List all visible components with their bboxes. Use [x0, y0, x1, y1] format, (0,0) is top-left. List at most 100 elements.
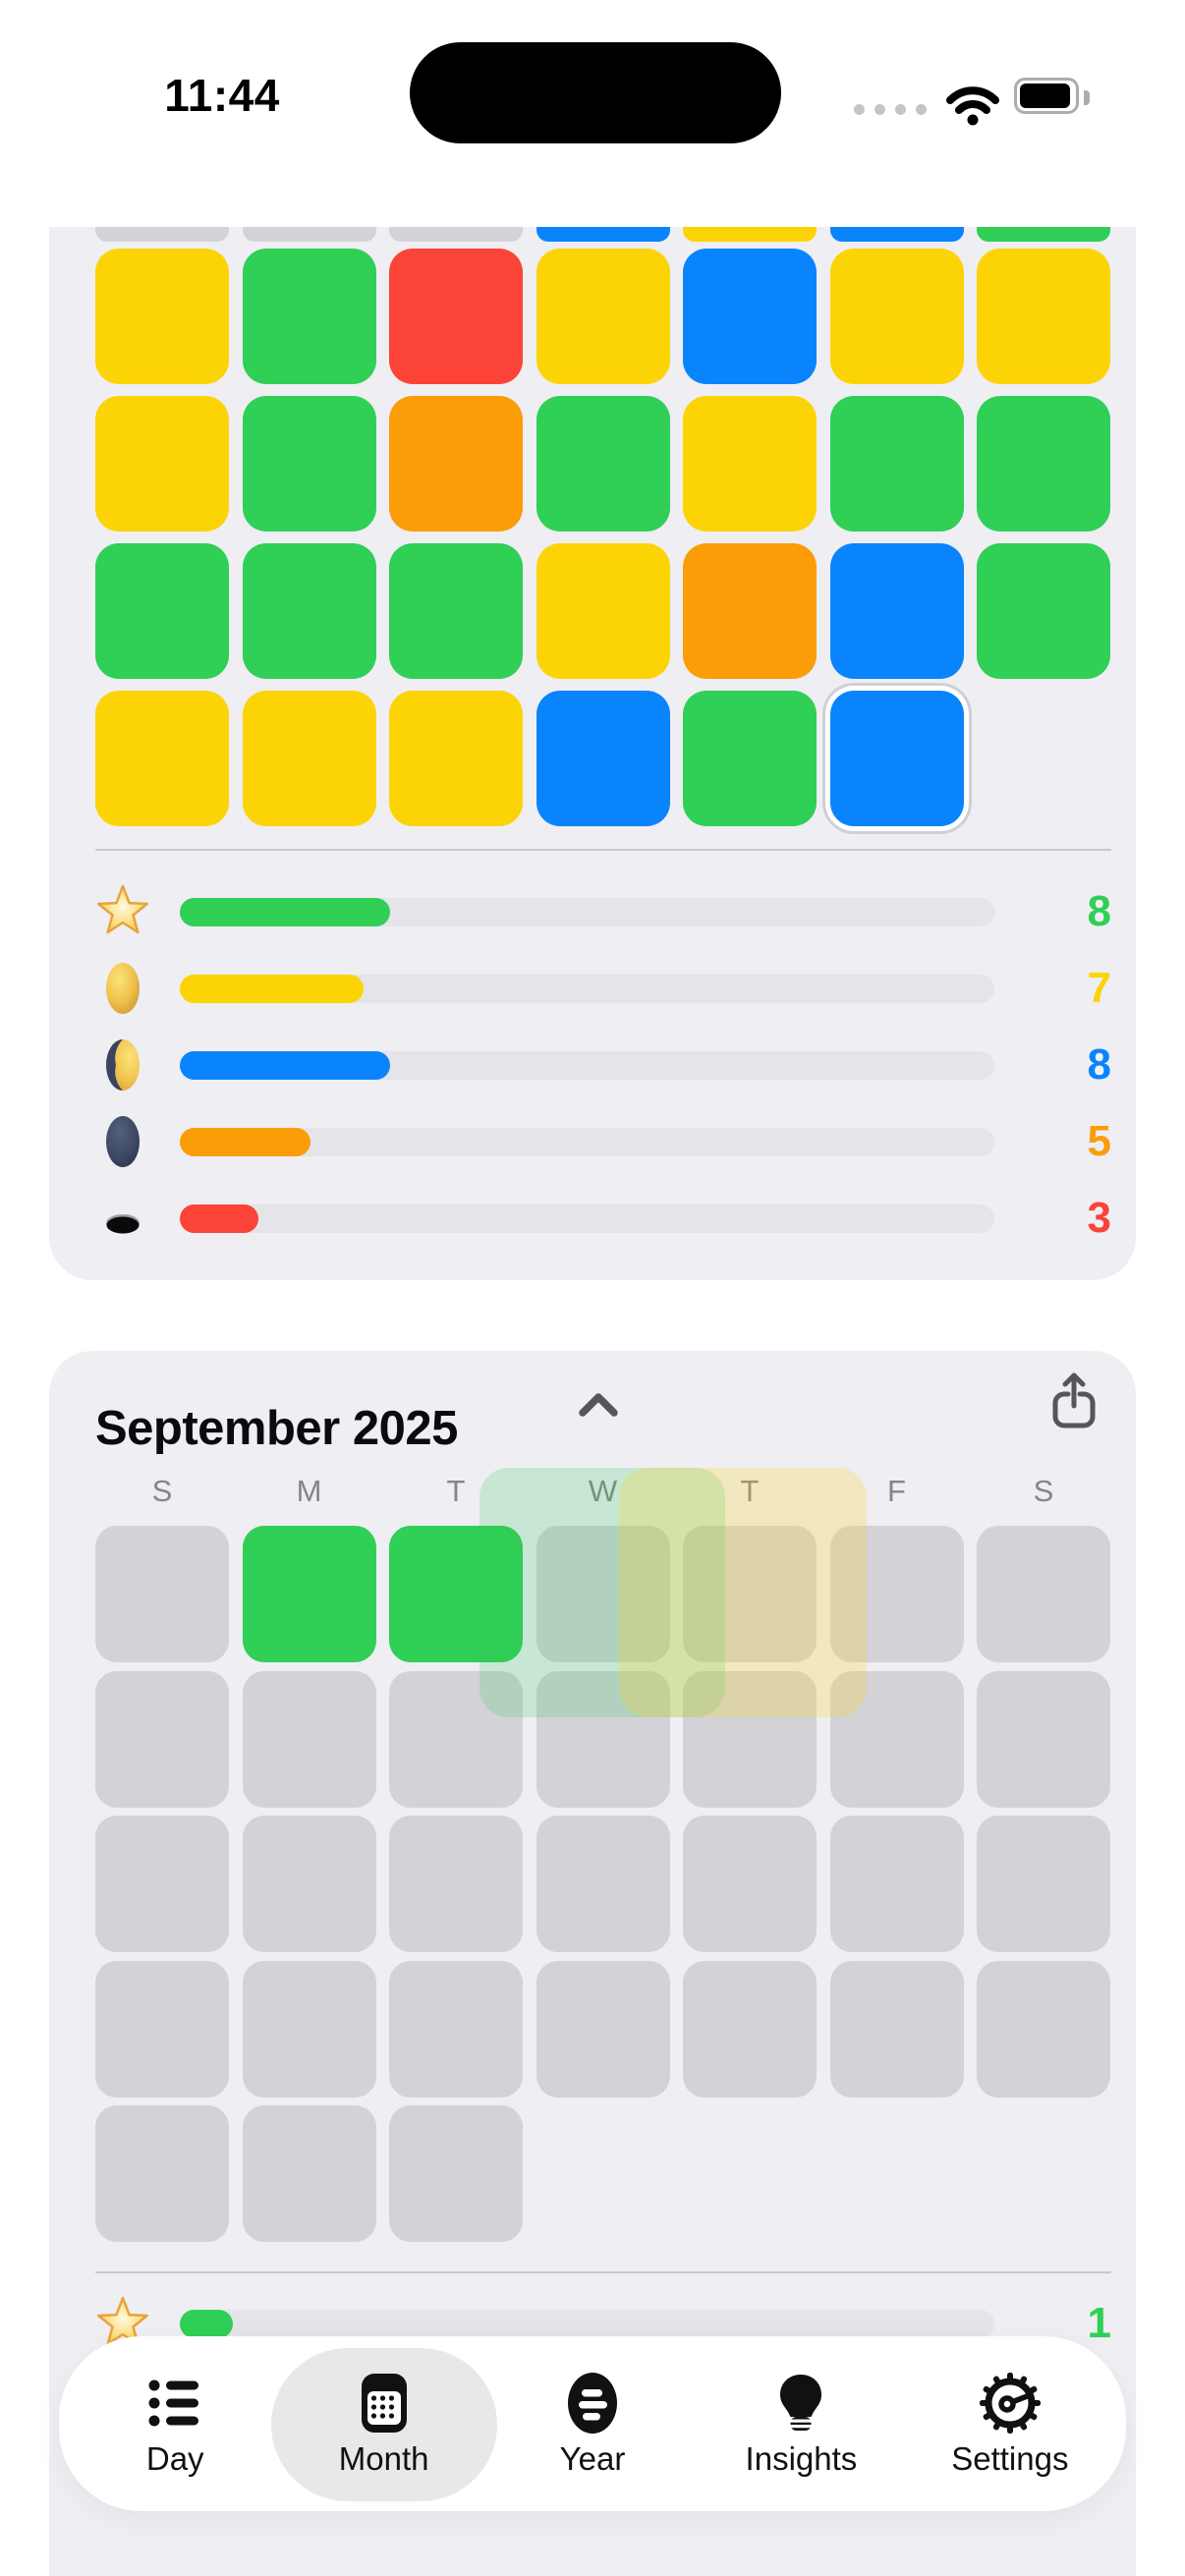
day-cell[interactable]: [829, 1526, 964, 1662]
status-time: 11:44: [164, 70, 280, 121]
day-cell[interactable]: [977, 1960, 1110, 2098]
day-cell[interactable]: [242, 1960, 376, 2098]
day-cell[interactable]: [389, 543, 523, 679]
divider: [95, 849, 1111, 851]
day-cell[interactable]: [977, 249, 1110, 384]
day-cell[interactable]: [242, 249, 376, 384]
day-cell[interactable]: [829, 249, 964, 384]
day-cell[interactable]: [389, 227, 523, 242]
day-cell[interactable]: [242, 1526, 376, 1662]
day-cell[interactable]: [242, 543, 376, 679]
day-cell[interactable]: [389, 1960, 523, 2098]
day-cell[interactable]: [242, 691, 376, 826]
day-cell[interactable]: [683, 1960, 817, 2098]
day-cell[interactable]: [95, 691, 229, 826]
day-cell[interactable]: [536, 249, 670, 384]
day-cell[interactable]: [829, 543, 964, 679]
day-cell[interactable]: [536, 1526, 670, 1662]
share-icon[interactable]: [1049, 1371, 1099, 1431]
day-cell[interactable]: [977, 396, 1110, 532]
day-cell[interactable]: [389, 2105, 523, 2242]
tab-settings[interactable]: Settings: [906, 2340, 1114, 2507]
tab-day[interactable]: Day: [71, 2340, 279, 2507]
day-cell[interactable]: [683, 396, 817, 532]
status-bar: 11:44: [0, 0, 1185, 227]
day-cell[interactable]: [829, 691, 964, 826]
legend-bar-track: [180, 898, 994, 926]
day-cell[interactable]: [829, 1960, 964, 2098]
day-cell[interactable]: [829, 1816, 964, 1952]
day-cell[interactable]: [683, 1670, 817, 1808]
day-cell[interactable]: [95, 1526, 229, 1662]
day-cell[interactable]: [977, 543, 1110, 679]
day-cell[interactable]: [683, 543, 817, 679]
day-cell[interactable]: [95, 2105, 229, 2242]
day-cell[interactable]: [977, 1526, 1110, 1662]
day-cell[interactable]: [536, 227, 670, 242]
tab-month[interactable]: Month: [270, 2340, 497, 2507]
day-cell[interactable]: [95, 396, 229, 532]
day-cell[interactable]: [683, 1526, 817, 1662]
day-cell[interactable]: [242, 227, 376, 242]
day-cell[interactable]: [95, 1960, 229, 2098]
tab-label: Day: [145, 2440, 204, 2477]
day-cell[interactable]: [977, 1816, 1110, 1952]
day-cell[interactable]: [242, 396, 376, 532]
day-cell[interactable]: [829, 396, 964, 532]
day-cell[interactable]: [683, 227, 817, 242]
day-cell[interactable]: [389, 249, 523, 384]
day-cell[interactable]: [536, 1816, 670, 1952]
tab-label: Month: [338, 2440, 429, 2477]
day-cell[interactable]: [536, 1670, 670, 1808]
weekday-label: S: [1033, 1474, 1054, 1508]
day-cell[interactable]: [95, 227, 229, 242]
day-cell[interactable]: [95, 1816, 229, 1952]
legend-row: 8: [49, 884, 1136, 939]
day-cell[interactable]: [536, 691, 670, 826]
chevron-up-icon[interactable]: [579, 1392, 618, 1418]
tab-insights[interactable]: Insights: [697, 2340, 905, 2507]
day-cell[interactable]: [536, 543, 670, 679]
day-cell[interactable]: [389, 1670, 523, 1808]
legend-bar-track: [180, 1128, 994, 1156]
day-cell[interactable]: [536, 1960, 670, 2098]
day-cell[interactable]: [683, 691, 817, 826]
legend-count: 7: [1087, 964, 1111, 1012]
day-cell[interactable]: [242, 1816, 376, 1952]
legend-bar-fill: [180, 898, 390, 926]
day-cell[interactable]: [389, 396, 523, 532]
year-chart-icon: [559, 2370, 626, 2436]
legend-bar-fill: [180, 975, 364, 1003]
day-cell[interactable]: [242, 1670, 376, 1808]
legend-bar-track: [180, 2310, 994, 2338]
full-moon-icon: [95, 961, 150, 1016]
weekday-label: T: [740, 1474, 760, 1508]
legend-bar-fill: [180, 2310, 233, 2338]
day-cell[interactable]: [389, 1816, 523, 1952]
settings-gear-icon: [977, 2370, 1044, 2436]
day-cell[interactable]: [95, 1670, 229, 1808]
day-cell[interactable]: [977, 1670, 1110, 1808]
day-cell[interactable]: [95, 543, 229, 679]
day-cell[interactable]: [536, 396, 670, 532]
august-grid-partial-row: [95, 227, 1110, 242]
legend-bar-fill: [180, 1128, 310, 1156]
drag-overlay-green: [480, 1468, 725, 1717]
tab-year[interactable]: Year: [488, 2340, 697, 2507]
day-cell[interactable]: [242, 2105, 376, 2242]
day-cell[interactable]: [95, 249, 229, 384]
day-cell[interactable]: [977, 227, 1110, 242]
day-cell[interactable]: [389, 691, 523, 826]
day-cell[interactable]: [389, 1526, 523, 1662]
legend-count: 8: [1087, 1040, 1111, 1089]
weekday-label: T: [446, 1474, 466, 1508]
day-cell[interactable]: [683, 249, 817, 384]
september-day-grid: [95, 1526, 1110, 2242]
day-cell[interactable]: [683, 1816, 817, 1952]
legend-bar-track: [180, 975, 994, 1003]
day-cell[interactable]: [829, 227, 964, 242]
month-title: September 2025: [95, 1401, 458, 1455]
day-cell[interactable]: [829, 1670, 964, 1808]
divider: [95, 2271, 1111, 2273]
